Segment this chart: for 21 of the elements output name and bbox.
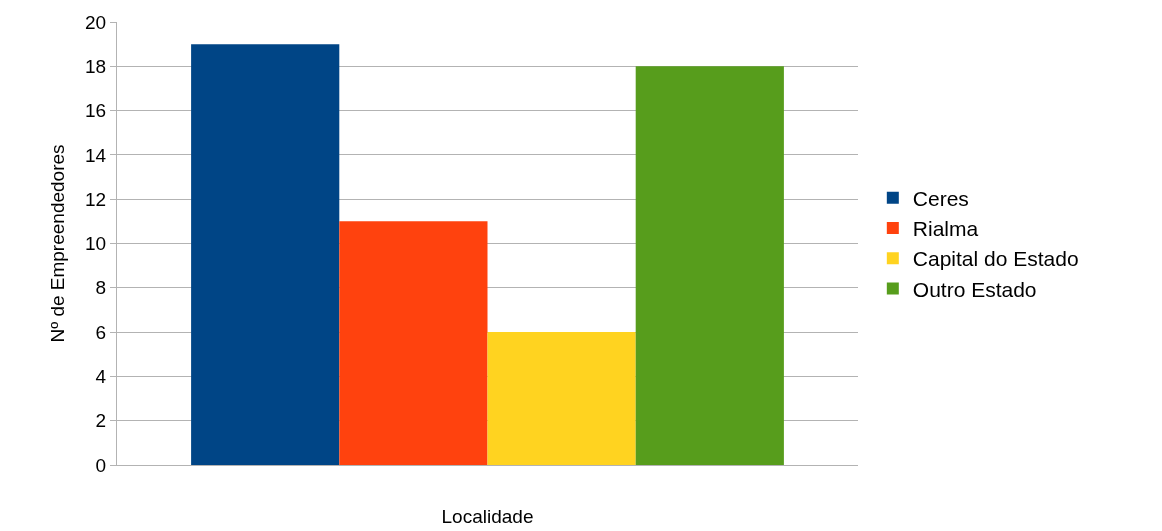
y-tick-label: 10 <box>85 233 107 255</box>
y-tick-label: 12 <box>85 188 107 210</box>
y-tick-label: 16 <box>85 100 107 122</box>
y-tick-label: 6 <box>95 321 107 343</box>
y-tick-label: 0 <box>95 454 107 476</box>
y-tick-label: 18 <box>85 55 107 77</box>
bar <box>191 44 340 465</box>
y-tick-label: 8 <box>95 277 107 299</box>
y-axis-title: Nº de Empreendedores <box>46 144 68 343</box>
bar <box>487 332 636 465</box>
y-tick-label: 4 <box>95 366 107 388</box>
legend-label: Outro Estado <box>912 277 1037 301</box>
bar <box>635 66 784 465</box>
y-tick-label: 20 <box>85 11 107 33</box>
x-axis-title: Localidade <box>441 505 534 527</box>
legend-label: Capital do Estado <box>912 247 1079 271</box>
y-tick-label: 2 <box>95 410 107 432</box>
legend-label: Rialma <box>912 217 979 241</box>
y-tick-label: 14 <box>85 144 107 166</box>
legend-label: Ceres <box>912 186 969 210</box>
bar <box>339 221 488 465</box>
